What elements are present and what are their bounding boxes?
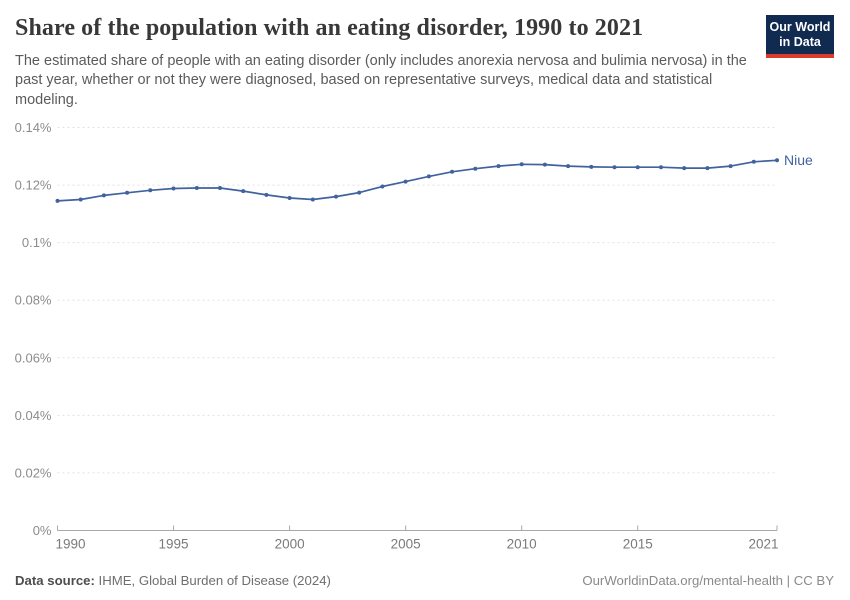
data-point[interactable] bbox=[241, 189, 246, 194]
y-axis-tick-label: 0.14% bbox=[15, 120, 52, 135]
data-point[interactable] bbox=[287, 196, 292, 200]
data-point[interactable] bbox=[125, 190, 130, 195]
data-point[interactable] bbox=[496, 164, 501, 169]
data-point[interactable] bbox=[171, 186, 176, 191]
x-axis-tick-label: 2000 bbox=[275, 537, 305, 552]
data-source-label: Data source: bbox=[15, 573, 95, 588]
data-point[interactable] bbox=[659, 165, 663, 170]
data-point[interactable] bbox=[682, 166, 687, 171]
owid-logo-line1: Our World bbox=[769, 20, 831, 34]
data-source-text: IHME, Global Burden of Disease (2024) bbox=[94, 573, 331, 588]
page-title: Share of the population with an eating d… bbox=[15, 15, 644, 41]
data-point[interactable] bbox=[519, 162, 524, 167]
chart-footer: Data source: IHME, Global Burden of Dise… bbox=[15, 573, 834, 588]
line-chart[interactable]: 0% 0.02% 0.04% 0.06% 0.08% 0.1% 0.12% 0.14% 1990… bbox=[0, 113, 850, 558]
data-point[interactable] bbox=[612, 165, 617, 170]
data-point[interactable] bbox=[403, 179, 408, 184]
y-axis-tick-label: 0.08% bbox=[15, 293, 52, 308]
data-point[interactable] bbox=[194, 186, 199, 190]
owid-logo[interactable]: Our World in Data bbox=[766, 15, 834, 58]
data-point[interactable] bbox=[78, 197, 83, 202]
data-point[interactable] bbox=[705, 166, 710, 171]
data-point[interactable] bbox=[775, 158, 779, 163]
x-axis-tick-label: 1990 bbox=[56, 537, 86, 552]
chart-header: Share of the population with an eating d… bbox=[0, 0, 850, 110]
data-point[interactable] bbox=[751, 159, 756, 164]
data-point[interactable] bbox=[357, 190, 362, 195]
credit-link[interactable]: OurWorldinData.org/mental-health | CC BY bbox=[582, 573, 834, 588]
chart-subtitle: The estimated share of people with an ea… bbox=[15, 52, 747, 108]
x-axis-tick-label: 2015 bbox=[623, 537, 653, 552]
data-point[interactable] bbox=[101, 193, 106, 198]
data-point[interactable] bbox=[334, 194, 338, 199]
data-point[interactable] bbox=[728, 164, 733, 169]
data-point[interactable] bbox=[264, 192, 269, 197]
data-point[interactable] bbox=[450, 169, 455, 174]
y-axis-tick-label: 0.06% bbox=[15, 350, 52, 365]
data-point[interactable] bbox=[218, 186, 222, 190]
data-point[interactable] bbox=[426, 174, 431, 179]
y-axis-tick-label: 0.04% bbox=[15, 408, 52, 423]
data-point[interactable] bbox=[566, 164, 571, 169]
data-point[interactable] bbox=[310, 197, 315, 202]
x-axis-tick-label: 2005 bbox=[391, 537, 421, 552]
x-axis-tick-label: 2021 bbox=[748, 537, 778, 552]
owid-logo-line2: in Data bbox=[779, 34, 821, 49]
x-axis-tick-label: 2010 bbox=[507, 537, 537, 552]
x-axis-tick-label: 1995 bbox=[159, 537, 189, 552]
data-point[interactable] bbox=[589, 164, 594, 169]
y-axis-tick-label: 0% bbox=[33, 523, 52, 538]
series-label[interactable]: Niue bbox=[784, 152, 813, 168]
data-line[interactable] bbox=[56, 159, 778, 202]
y-axis-tick-label: 0.02% bbox=[15, 465, 52, 480]
data-point[interactable] bbox=[55, 198, 60, 203]
data-point[interactable] bbox=[380, 184, 385, 189]
data-point[interactable] bbox=[635, 165, 640, 170]
data-source: Data source: IHME, Global Burden of Dise… bbox=[15, 573, 331, 588]
data-point[interactable] bbox=[148, 188, 153, 193]
data-point[interactable] bbox=[473, 166, 478, 171]
data-point[interactable] bbox=[542, 162, 547, 167]
y-axis-tick-label: 0.1% bbox=[22, 235, 52, 250]
y-axis-tick-label: 0.12% bbox=[15, 178, 52, 193]
